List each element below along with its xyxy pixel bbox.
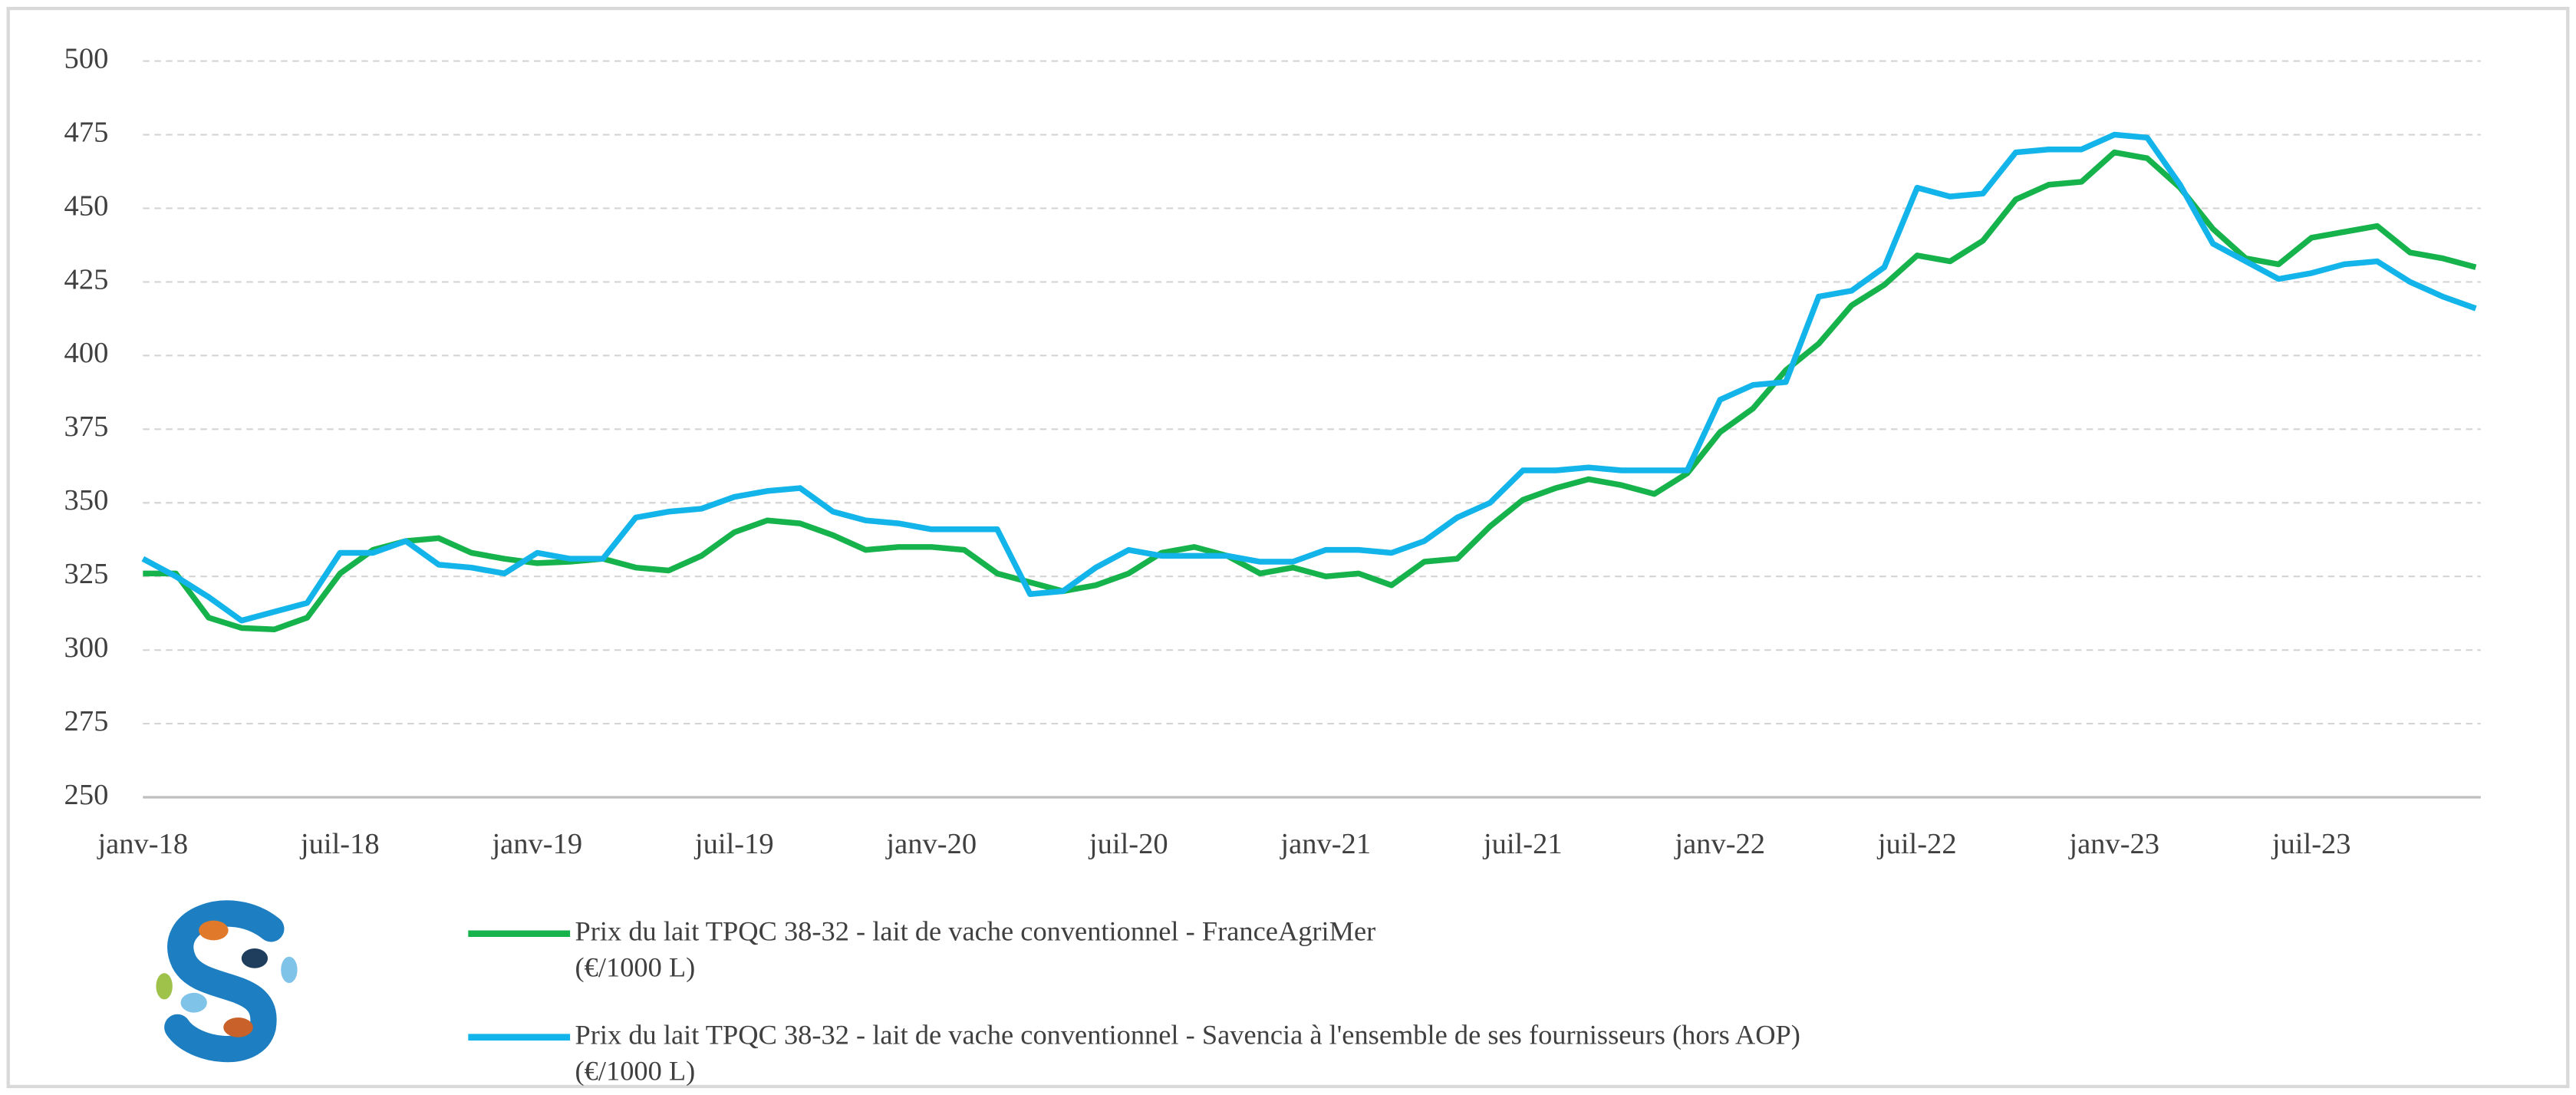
x-tick-label: juil-19	[693, 828, 774, 860]
y-tick-label: 275	[64, 705, 109, 737]
x-tick-label: juil-21	[1482, 828, 1563, 860]
legend-label: Prix du lait TPQC 38-32 - lait de vache …	[575, 915, 1376, 984]
x-tick-label: juil-18	[299, 828, 380, 860]
x-tick-label: janv-19	[490, 828, 582, 860]
y-tick-label: 400	[64, 337, 109, 369]
x-tick-label: juil-23	[2271, 828, 2351, 860]
y-tick-label: 350	[64, 484, 109, 516]
y-tick-label: 450	[64, 190, 109, 222]
y-tick-label: 375	[64, 411, 109, 443]
y-tick-label: 475	[64, 116, 109, 148]
x-tick-label: janv-18	[96, 828, 188, 860]
x-tick-label: janv-23	[2067, 828, 2159, 860]
chart-border	[6, 6, 2570, 1089]
series-line	[143, 149, 2477, 633]
y-tick-label: 425	[64, 263, 109, 295]
y-tick-label: 250	[64, 779, 109, 811]
legend-label: Prix du lait TPQC 38-32 - lait de vache …	[575, 1019, 1800, 1087]
legend-item: Prix du lait TPQC 38-32 - lait de vache …	[575, 1019, 1800, 1087]
series-line	[141, 131, 2477, 624]
x-tick-label: janv-22	[1673, 828, 1765, 860]
y-tick-label: 325	[64, 558, 109, 590]
x-tick-label: janv-21	[1279, 828, 1371, 860]
x-tick-label: juil-22	[1876, 828, 1957, 860]
y-tick-label: 500	[64, 42, 109, 74]
x-tick-label: janv-20	[884, 828, 977, 860]
x-tick-label: juil-20	[1088, 828, 1168, 860]
legend-item: Prix du lait TPQC 38-32 - lait de vache …	[575, 915, 1376, 984]
y-tick-label: 300	[64, 632, 109, 664]
logo	[154, 900, 299, 1063]
